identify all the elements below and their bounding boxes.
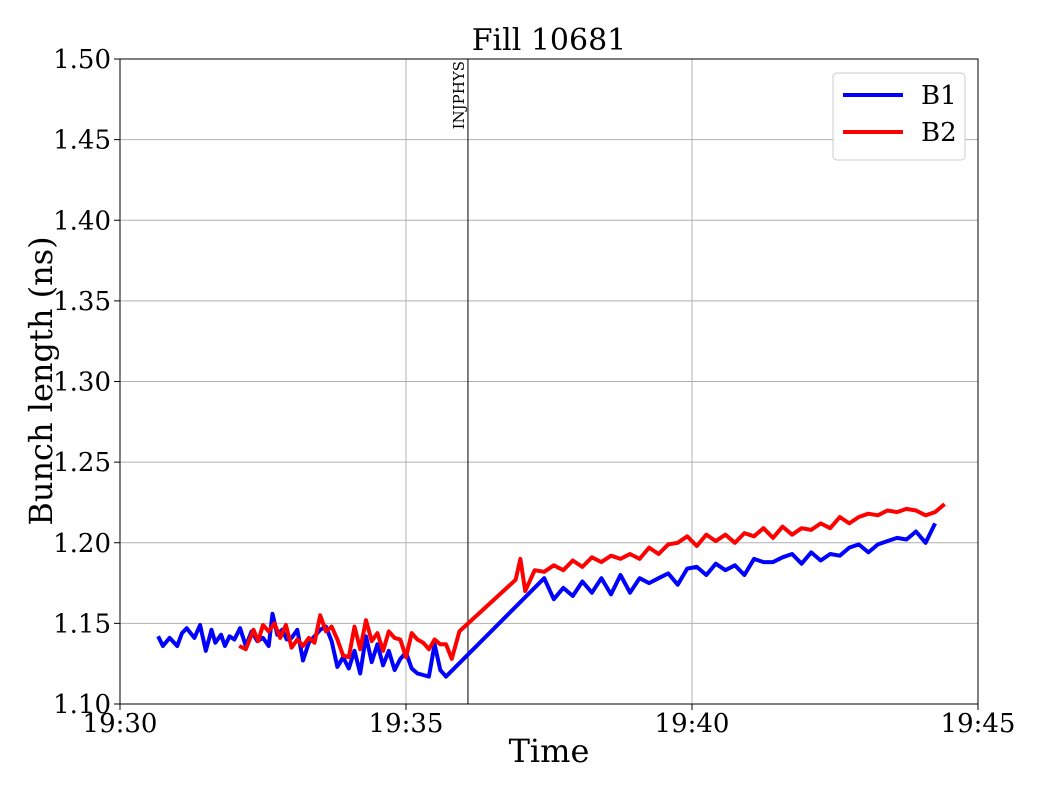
y-tick-label: 1.30 (53, 368, 111, 398)
y-axis-ticks: 1.10 1.15 1.20 1.25 1.30 1.35 1.40 1.45 1.50 (53, 45, 120, 720)
x-axis-label: Time (509, 732, 590, 770)
annotations: INJPHYS (450, 59, 469, 704)
series-line-b2 (238, 502, 946, 661)
y-tick-label: 1.35 (53, 287, 111, 317)
series-lines (156, 502, 946, 679)
chart-title: Fill 10681 (472, 23, 627, 58)
y-axis-label: Bunch length (ns) (22, 236, 60, 525)
y-tick-label: 1.45 (53, 126, 111, 156)
y-tick-label: 1.40 (53, 206, 111, 236)
x-tick-label: 19:35 (369, 709, 444, 739)
y-tick-label: 1.50 (53, 45, 111, 75)
x-tick-label: 19:40 (655, 709, 730, 739)
series-line-b1 (156, 522, 937, 679)
legend-label-b2: B2 (921, 118, 957, 148)
legend: B1 B2 (832, 72, 966, 161)
y-tick-label: 1.10 (53, 690, 111, 720)
annotation-label-injphys: INJPHYS (450, 61, 468, 129)
y-tick-label: 1.20 (53, 529, 111, 559)
x-tick-label: 19:30 (83, 709, 158, 739)
x-tick-label: 19:45 (941, 709, 1016, 739)
x-axis-ticks: 19:30 19:35 19:40 19:45 (83, 704, 1016, 739)
y-tick-label: 1.15 (53, 609, 111, 639)
y-tick-label: 1.25 (53, 448, 111, 478)
legend-label-b1: B1 (921, 81, 957, 111)
